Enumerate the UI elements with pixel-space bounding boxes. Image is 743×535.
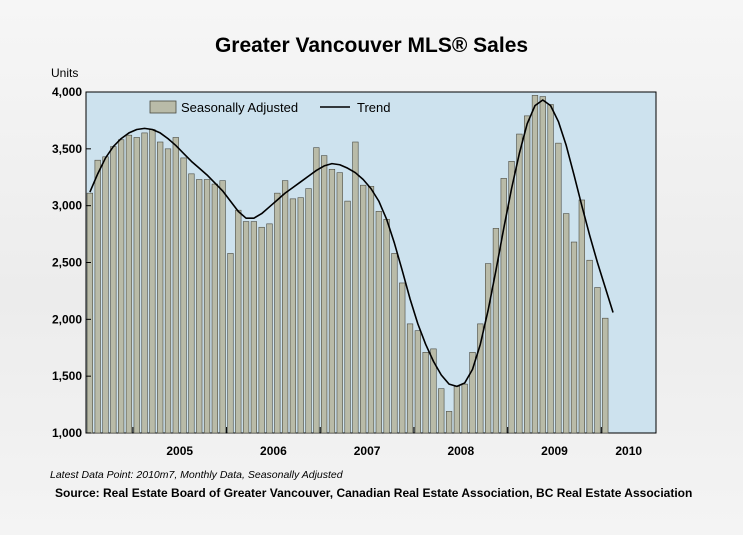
bar-2009m12 bbox=[594, 287, 601, 434]
bar-2009m5 bbox=[539, 96, 546, 434]
y-tick-label: 2,500 bbox=[52, 256, 82, 270]
bar-2008m2 bbox=[422, 351, 429, 434]
x-year-label: 2010 bbox=[615, 444, 642, 458]
bar-2005m4 bbox=[157, 141, 164, 434]
bar-2007m2 bbox=[328, 168, 336, 434]
bar-2007m8 bbox=[375, 211, 382, 434]
bar-2005m5 bbox=[164, 148, 172, 434]
axes-group: 1,000 1,500 2,000 2,500 3,000 3,500 4,000 2005 2… bbox=[52, 85, 642, 458]
bar-2004m10 bbox=[110, 146, 117, 434]
bars-group bbox=[86, 95, 609, 434]
bar-2007m4 bbox=[344, 200, 351, 434]
y-tick-label: 2,000 bbox=[52, 312, 82, 326]
y-tick-label: 3,500 bbox=[52, 142, 82, 156]
bar-2005m9 bbox=[196, 179, 203, 434]
bar-2006m6 bbox=[266, 223, 273, 434]
trend-line bbox=[89, 99, 614, 388]
source-note: Source: Real Estate Board of Greater Van… bbox=[55, 486, 693, 500]
bar-2005m6 bbox=[172, 137, 179, 434]
bar-2008m11 bbox=[492, 228, 500, 434]
bar-2006m2 bbox=[235, 209, 242, 434]
bar-2009m3 bbox=[524, 115, 531, 434]
bar-2008m4 bbox=[438, 388, 445, 434]
bar-2008m1 bbox=[414, 330, 421, 434]
chart-title: Greater Vancouver MLS® Sales bbox=[214, 34, 529, 57]
legend-label-seasonally-adjusted: Seasonally Adjusted bbox=[181, 100, 298, 115]
bar-2009m6 bbox=[547, 104, 554, 434]
bar-2007m5 bbox=[352, 141, 359, 434]
bar-2006m4 bbox=[250, 221, 257, 434]
x-year-label: 2009 bbox=[541, 444, 568, 458]
bar-2008m5 bbox=[445, 411, 453, 434]
bar-2008m10 bbox=[485, 263, 492, 434]
bar-2006m3 bbox=[242, 221, 250, 434]
bar-2004m7 bbox=[86, 192, 94, 434]
bar-2005m2 bbox=[141, 132, 148, 434]
bar-2007m11 bbox=[399, 282, 406, 434]
bar-2009m8 bbox=[563, 213, 570, 434]
y-axis-units-label: Units bbox=[51, 66, 79, 80]
y-tick-label: 1,500 bbox=[52, 369, 82, 383]
bar-2007m7 bbox=[367, 186, 375, 434]
y-tick-label: 4,000 bbox=[52, 85, 82, 99]
bar-2005m1 bbox=[133, 137, 140, 434]
bar-2007m3 bbox=[336, 172, 343, 434]
bar-2004m12 bbox=[125, 134, 133, 434]
bar-2006m1 bbox=[227, 253, 234, 434]
bar-2008m12 bbox=[500, 178, 507, 434]
bar-2007m9 bbox=[383, 219, 390, 434]
bar-2005m11 bbox=[211, 183, 218, 434]
bar-2006m7 bbox=[274, 192, 281, 434]
bar-2005m8 bbox=[188, 173, 195, 434]
bar-2004m8 bbox=[94, 159, 101, 434]
bar-2005m3 bbox=[149, 129, 156, 434]
footnote: Latest Data Point: 2010m7, Monthly Data,… bbox=[50, 469, 343, 481]
bar-2006m9 bbox=[289, 198, 297, 434]
bar-2010m1 bbox=[602, 317, 609, 434]
bar-2008m6 bbox=[453, 386, 460, 434]
bar-2009m2 bbox=[516, 133, 523, 434]
bar-2009m7 bbox=[555, 142, 562, 434]
legend: Seasonally Adjusted Trend bbox=[149, 100, 390, 115]
bar-2008m9 bbox=[477, 323, 484, 434]
legend-label-trend: Trend bbox=[357, 100, 390, 115]
bar-2006m5 bbox=[258, 226, 265, 434]
x-year-label: 2006 bbox=[260, 444, 287, 458]
bar-2004m11 bbox=[118, 139, 125, 434]
bar-2008m3 bbox=[430, 348, 437, 434]
x-year-label: 2008 bbox=[447, 444, 474, 458]
y-tick-label: 3,000 bbox=[52, 199, 82, 213]
bar-2005m12 bbox=[219, 180, 226, 434]
x-year-label: 2007 bbox=[354, 444, 381, 458]
legend-swatch-seasonally-adjusted bbox=[149, 100, 177, 114]
bar-2009m10 bbox=[578, 199, 585, 434]
bar-2004m9 bbox=[102, 156, 109, 434]
bar-2008m8 bbox=[469, 351, 476, 434]
bar-2007m12 bbox=[406, 323, 414, 434]
bar-2009m1 bbox=[508, 161, 515, 434]
bar-2008m7 bbox=[461, 383, 468, 434]
bar-2006m12 bbox=[313, 147, 320, 434]
bar-2007m10 bbox=[391, 253, 398, 434]
bar-2009m11 bbox=[586, 259, 593, 434]
bar-2006m8 bbox=[281, 180, 289, 434]
bar-2006m10 bbox=[297, 197, 304, 434]
bar-2007m6 bbox=[360, 184, 367, 434]
x-year-label: 2005 bbox=[166, 444, 193, 458]
bar-2009m9 bbox=[570, 241, 578, 434]
bar-2005m7 bbox=[180, 157, 187, 434]
bar-2009m4 bbox=[531, 95, 539, 434]
bar-2006m11 bbox=[305, 188, 312, 434]
y-tick-label: 1,000 bbox=[52, 426, 82, 440]
bar-2007m1 bbox=[321, 155, 328, 434]
bar-2005m10 bbox=[203, 179, 211, 434]
